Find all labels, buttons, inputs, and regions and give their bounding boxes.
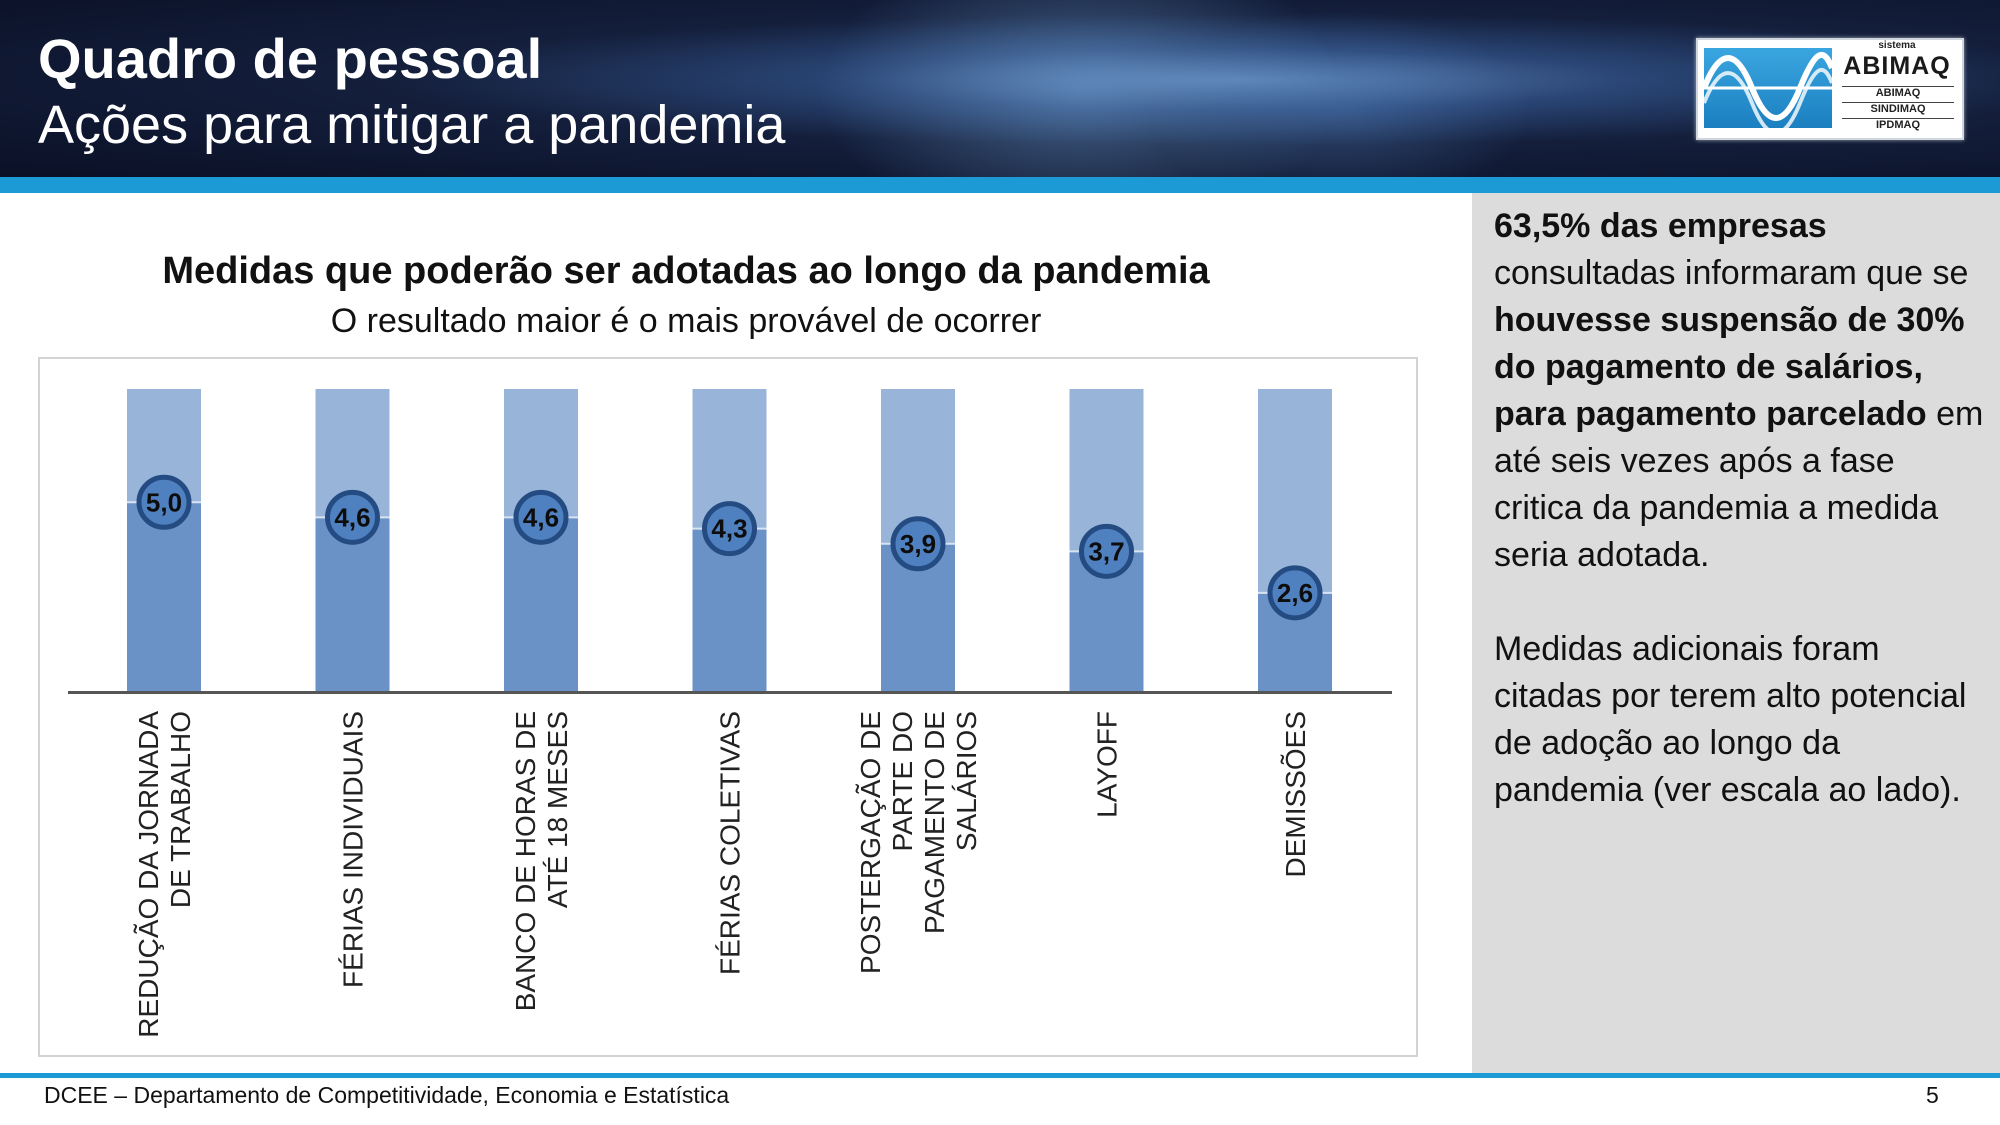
slide-subtitle: Ações para mitigar a pandemia bbox=[38, 95, 786, 155]
chart-title: Medidas que poderão ser adotadas ao long… bbox=[162, 250, 1210, 292]
category-label-5-line-3: PAGAMENTO DE bbox=[919, 711, 950, 934]
category-label-3: BANCO DE HORAS DEATÉ 18 MESES bbox=[510, 711, 573, 1011]
category-label-5-line-4: SALÁRIOS bbox=[951, 711, 982, 851]
category-label-1: REDUÇÃO DA JORNADADE TRABALHO bbox=[133, 711, 196, 1038]
category-label-4: FÉRIAS COLETIVAS bbox=[715, 711, 746, 975]
value-marker-4 bbox=[702, 501, 757, 557]
footer-divider bbox=[0, 1073, 2000, 1078]
category-label-6: LAYOFF bbox=[1092, 711, 1123, 818]
category-label-5-line-2: PARTE DO bbox=[887, 711, 918, 852]
side-panel-text: 63,5% das empresas consultadas informara… bbox=[1494, 203, 1984, 861]
category-label-6-line-1: LAYOFF bbox=[1092, 711, 1123, 818]
bar-chart: 5,0 REDUÇÃO DA JORNADADE TRABALHO 4,6 FÉRIA… bbox=[68, 389, 1392, 1038]
header-stripe bbox=[0, 177, 2000, 193]
logo-small-text: sistema bbox=[1878, 40, 1916, 51]
chart-frame: 5,0 REDUÇÃO DA JORNADADE TRABALHO 4,6 FÉRIA… bbox=[38, 357, 1418, 1057]
side-paragraph-2: Medidas adicionais foram citadas por ter… bbox=[1494, 630, 1967, 809]
logo-wave-icon bbox=[1701, 48, 1835, 135]
logo-line-2: SINDIMAQ bbox=[1842, 102, 1954, 115]
logo-line-3: IPDMAQ bbox=[1842, 118, 1954, 131]
bar-1 bbox=[127, 502, 201, 691]
slide-title: Quadro de pessoal bbox=[38, 27, 543, 90]
header-banner: Quadro de pessoal Ações para mitigar a p… bbox=[0, 0, 2000, 177]
value-marker-5 bbox=[890, 516, 946, 572]
value-label-4: 4,3 bbox=[711, 514, 747, 544]
category-label-3-line-2: ATÉ 18 MESES bbox=[542, 711, 573, 908]
logo-line-1: ABIMAQ bbox=[1842, 86, 1954, 99]
side-paragraph-1: 63,5% das empresas consultadas informara… bbox=[1494, 203, 1984, 579]
category-label-5-line-1: POSTERGAÇÃO DE bbox=[855, 711, 886, 974]
value-label-1: 5,0 bbox=[146, 487, 182, 517]
side-text-2: em até seis vezes após a fase critica da… bbox=[1494, 395, 1984, 574]
logo-brand-text: ABIMAQ bbox=[1843, 52, 1951, 80]
chart-subtitle: O resultado maior é o mais provável de o… bbox=[330, 302, 1042, 340]
value-marker-1 bbox=[136, 474, 192, 530]
value-label-2: 4,6 bbox=[334, 502, 370, 532]
footer-department: DCEE – Departamento de Competitividade, … bbox=[44, 1082, 730, 1108]
side-highlight-1: 63,5% das empresas bbox=[1494, 207, 1827, 245]
page-number: 5 bbox=[1926, 1082, 1939, 1108]
category-label-1-line-2: DE TRABALHO bbox=[165, 711, 196, 908]
value-marker-2 bbox=[325, 489, 380, 545]
value-marker-7 bbox=[1267, 565, 1323, 621]
category-label-7: DEMISSÕES bbox=[1280, 711, 1311, 877]
category-label-2-line-1: FÉRIAS INDIVIDUAIS bbox=[338, 711, 369, 988]
category-label-5: POSTERGAÇÃO DEPARTE DOPAGAMENTO DESALÁRI… bbox=[855, 711, 982, 974]
bar-2 bbox=[315, 517, 390, 691]
abimaq-logo: sistema ABIMAQ ABIMAQ SINDIMAQ IPDMAQ bbox=[1696, 38, 1964, 140]
category-label-1-line-1: REDUÇÃO DA JORNADA bbox=[133, 711, 164, 1038]
bar-3 bbox=[504, 517, 578, 691]
value-label-6: 3,7 bbox=[1088, 536, 1124, 566]
value-label-3: 4,6 bbox=[523, 502, 559, 532]
value-marker-3 bbox=[513, 489, 569, 545]
value-label-7: 2,6 bbox=[1277, 578, 1313, 608]
category-label-4-line-1: FÉRIAS COLETIVAS bbox=[715, 711, 746, 975]
value-marker-6 bbox=[1079, 523, 1134, 579]
category-label-3-line-1: BANCO DE HORAS DE bbox=[510, 711, 541, 1011]
side-panel: 63,5% das empresas consultadas informara… bbox=[1472, 193, 2000, 1073]
category-label-7-line-1: DEMISSÕES bbox=[1280, 711, 1311, 877]
category-label-2: FÉRIAS INDIVIDUAIS bbox=[338, 711, 369, 988]
side-text-1: consultadas informaram que se bbox=[1494, 254, 1969, 292]
value-label-5: 3,9 bbox=[900, 529, 936, 559]
side-highlight-2: houvesse suspensão de 30% do pagamento d… bbox=[1494, 301, 1965, 433]
